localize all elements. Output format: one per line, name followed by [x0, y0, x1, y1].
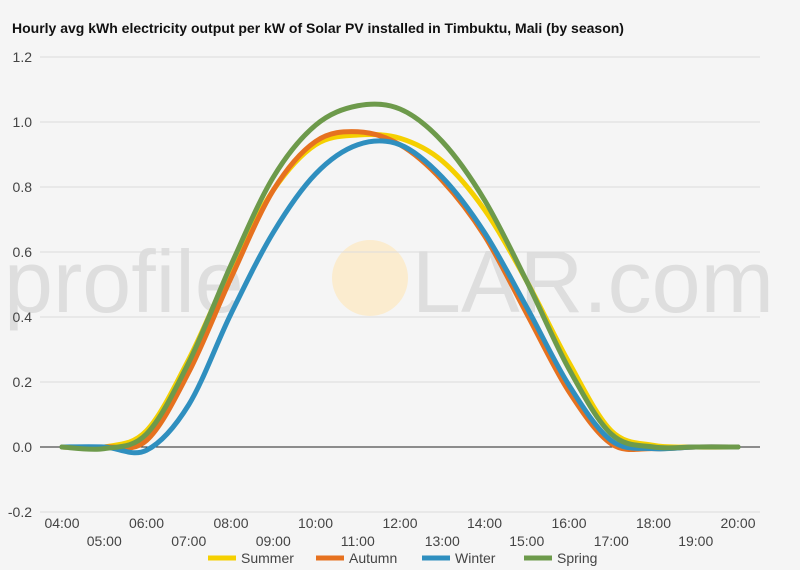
y-tick-label: 1.0	[13, 114, 33, 130]
watermark-sun-icon	[332, 240, 408, 316]
y-tick-label: 0.8	[13, 179, 33, 195]
legend: Summer Autumn Winter Spring	[208, 550, 597, 566]
series-line-spring	[59, 101, 741, 452]
x-tick-label: 10:00	[298, 515, 333, 531]
y-tick-label: 1.2	[13, 49, 33, 65]
watermark-left-text: profile	[4, 232, 244, 331]
x-tick-label: 11:00	[341, 533, 375, 549]
y-axis-ticks: -0.2 0.0 0.2 0.4 0.6 0.8 1.0 1.2	[8, 49, 32, 520]
legend-label-summer: Summer	[241, 550, 294, 566]
y-tick-label: 0.4	[13, 309, 33, 325]
x-tick-label: 16:00	[551, 515, 586, 531]
x-tick-label: 06:00	[129, 515, 164, 531]
x-tick-label: 19:00	[678, 533, 713, 549]
legend-label-spring: Spring	[557, 550, 597, 566]
x-axis-ticks: 04:00 05:00 06:00 07:00 08:00 09:00 10:00 11:00…	[44, 515, 755, 549]
x-tick-label: 13:00	[425, 533, 460, 549]
legend-label-autumn: Autumn	[349, 550, 397, 566]
x-tick-label: 18:00	[636, 515, 671, 531]
legend-label-winter: Winter	[455, 550, 496, 566]
x-tick-label: 08:00	[213, 515, 248, 531]
y-tick-label: -0.2	[8, 504, 32, 520]
x-tick-label: 15:00	[509, 533, 544, 549]
watermark: profile LAR.com	[4, 232, 774, 331]
watermark-right-text: LAR.com	[412, 232, 774, 331]
x-tick-label: 04:00	[44, 515, 79, 531]
series-line-winter	[59, 138, 741, 456]
x-tick-label: 17:00	[594, 533, 629, 549]
x-tick-label: 20:00	[720, 515, 755, 531]
grid	[40, 56, 760, 513]
x-tick-label: 09:00	[256, 533, 291, 549]
x-tick-label: 12:00	[382, 515, 417, 531]
x-tick-label: 14:00	[467, 515, 502, 531]
x-tick-label: 05:00	[87, 533, 122, 549]
series-lines	[59, 101, 741, 456]
chart-title: Hourly avg kWh electricity output per kW…	[12, 20, 624, 36]
y-tick-label: 0.0	[13, 439, 33, 455]
y-tick-label: 0.6	[13, 244, 33, 260]
x-tick-label: 07:00	[171, 533, 206, 549]
y-tick-label: 0.2	[13, 374, 33, 390]
